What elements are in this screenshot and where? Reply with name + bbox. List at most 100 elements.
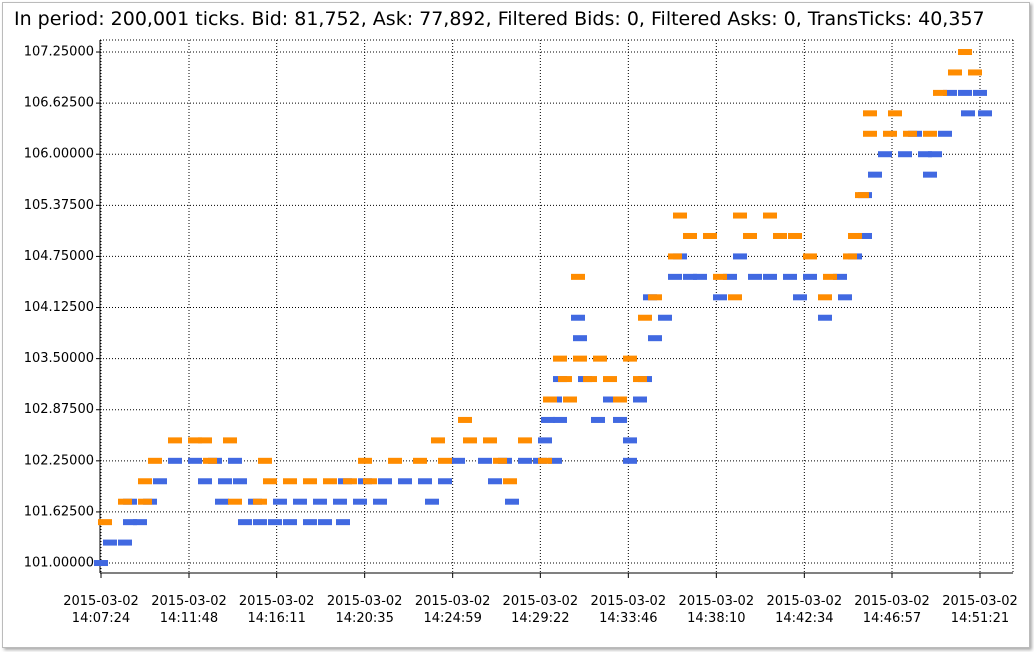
tick-dash [823, 273, 837, 280]
tick-dash [333, 498, 347, 505]
tick-dash [668, 273, 682, 280]
tick-dash [648, 294, 662, 301]
tick-dash [803, 273, 817, 280]
tick-dash [961, 110, 975, 117]
tick-dash [283, 478, 297, 485]
tick-dash [398, 478, 412, 485]
tick-dash [138, 498, 152, 505]
tick-dash [733, 253, 747, 260]
tick-dash [848, 232, 862, 239]
tick-dash [223, 437, 237, 444]
tick-dash [888, 110, 902, 117]
tick-dash [878, 151, 892, 158]
tick-dash [898, 151, 912, 158]
tick-dash [541, 416, 555, 423]
x-tick-label: 2015-03-02 14:24:59 [414, 594, 491, 626]
tick-dash [478, 457, 492, 464]
tick-dash [118, 498, 132, 505]
tick-dash [803, 253, 817, 260]
tick-dash [503, 478, 517, 485]
tick-dash [863, 130, 877, 137]
tick-dash [638, 314, 652, 321]
x-tick-label: 2015-03-02 14:46:57 [854, 594, 930, 626]
tick-dash [633, 376, 647, 383]
tick-dash [958, 89, 972, 96]
tick-dash [703, 232, 717, 239]
tick-dash [748, 273, 762, 280]
tick-dash [623, 355, 637, 362]
tick-dash [563, 396, 577, 403]
x-tick-label: 2015-03-02 14:29:22 [502, 594, 579, 626]
x-tick-label: 2015-03-02 14:38:10 [678, 594, 755, 626]
tick-dash [713, 273, 727, 280]
tick-dash [548, 457, 562, 464]
x-tick-label: 2015-03-02 14:16:11 [238, 594, 315, 626]
tick-dash [215, 498, 229, 505]
tick-dash [683, 273, 697, 280]
tick-dash [593, 355, 607, 362]
tick-dash [488, 478, 502, 485]
y-tick-label: 103.50000 [24, 351, 94, 366]
tick-dash [933, 89, 947, 96]
y-tick-label: 104.12500 [24, 300, 94, 315]
tick-dash [451, 457, 465, 464]
tick-dash [918, 151, 932, 158]
tick-dash [373, 498, 387, 505]
y-tick-label: 106.62500 [24, 96, 94, 111]
tick-dash [868, 171, 882, 178]
tick-dash [583, 376, 597, 383]
tick-dash [818, 294, 832, 301]
tick-dash [188, 437, 202, 444]
tick-dash [763, 273, 777, 280]
y-tick-label: 104.75000 [24, 249, 94, 264]
tick-dash [793, 294, 807, 301]
tick-dash [238, 519, 252, 526]
tick-dash [253, 519, 267, 526]
tick-dash [543, 396, 557, 403]
y-tick-label: 101.62500 [24, 504, 94, 519]
tick-dash [418, 478, 432, 485]
tick-dash [438, 457, 452, 464]
tick-dash [788, 232, 802, 239]
tick-dash [363, 478, 377, 485]
tick-dash [783, 273, 797, 280]
tick-dash [923, 171, 937, 178]
x-tick-label: 2015-03-02 14:33:46 [590, 594, 667, 626]
tick-dash [838, 294, 852, 301]
tick-dash [118, 539, 132, 546]
tick-dash [133, 519, 147, 526]
tick-dash [425, 498, 439, 505]
tick-dash [938, 130, 952, 137]
tick-dash [103, 539, 117, 546]
tick-dash [168, 457, 182, 464]
tick-dash [633, 396, 647, 403]
tick-dash [431, 437, 445, 444]
tick-dash [198, 478, 212, 485]
tick-dash [623, 457, 637, 464]
chart-title: In period: 200,001 ticks. Bid: 81,752, A… [14, 8, 985, 30]
tick-dash [558, 376, 572, 383]
tick-dash [388, 457, 402, 464]
tick-dash [573, 335, 587, 342]
x-tick-label: 2015-03-02 14:20:35 [326, 594, 403, 626]
tick-dash [538, 457, 552, 464]
tick-dash [138, 478, 152, 485]
tick-dash [218, 478, 232, 485]
tick-dash [318, 519, 332, 526]
tick-dash [928, 151, 942, 158]
tick-dash [668, 253, 682, 260]
tick-dash [973, 89, 987, 96]
tick-dash [268, 519, 282, 526]
tick-dash [603, 396, 617, 403]
tick-dash [613, 396, 627, 403]
tick-dash [713, 294, 727, 301]
tick-dash [863, 110, 877, 117]
x-tick-label: 2015-03-02 14:51:21 [942, 594, 1018, 626]
x-tick-label: 2015-03-02 14:07:24 [63, 594, 139, 626]
tick-dash [94, 560, 108, 567]
tick-dash [843, 253, 857, 260]
tick-dash [228, 498, 242, 505]
tick-dash [463, 437, 477, 444]
tick-dash [968, 69, 982, 76]
